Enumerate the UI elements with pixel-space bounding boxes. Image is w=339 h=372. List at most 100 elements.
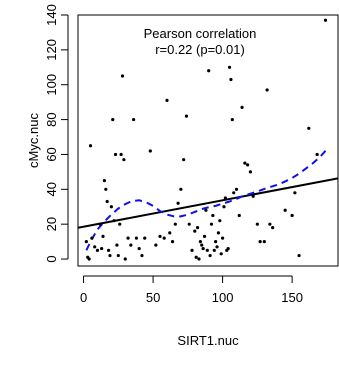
data-point — [209, 222, 214, 226]
data-point — [119, 152, 123, 157]
data-point — [93, 245, 97, 249]
data-point — [118, 222, 122, 226]
data-point — [223, 196, 227, 200]
data-point — [101, 234, 105, 238]
x-tick-label: 100 — [212, 290, 234, 305]
data-point — [200, 243, 204, 247]
data-point — [227, 65, 232, 69]
data-point — [173, 222, 177, 226]
data-point — [197, 257, 201, 261]
data-point — [158, 234, 162, 238]
data-point — [240, 105, 244, 109]
data-point — [255, 222, 259, 226]
data-point — [207, 69, 211, 73]
data-point — [271, 226, 275, 230]
data-point — [201, 246, 205, 251]
data-point — [262, 239, 266, 244]
data-point — [237, 213, 241, 218]
data-point — [112, 219, 116, 223]
data-point — [232, 191, 236, 195]
data-point — [98, 222, 102, 226]
annotation-line-1: Pearson correlation — [144, 26, 257, 41]
plot-frame — [77, 14, 339, 267]
data-point — [137, 246, 141, 251]
data-point — [100, 246, 104, 251]
data-point — [132, 117, 136, 122]
data-point — [222, 205, 226, 209]
data-point — [95, 248, 100, 252]
data-point — [307, 126, 311, 130]
data-point — [176, 201, 180, 205]
data-point — [265, 88, 269, 92]
y-axis-label: cMyc.nuc — [26, 113, 41, 168]
smooth-fit-line — [85, 148, 328, 251]
data-point — [104, 187, 108, 191]
data-point — [148, 149, 152, 153]
y-tick-label: 100 — [44, 74, 59, 96]
x-axis-label: SIRT1.nuc — [177, 333, 239, 348]
data-point — [219, 252, 223, 256]
data-point — [165, 98, 169, 103]
data-point — [215, 245, 219, 249]
data-point — [108, 253, 112, 258]
data-point — [140, 253, 144, 258]
data-point — [243, 161, 247, 165]
data-point — [194, 255, 198, 259]
data-point — [109, 205, 113, 209]
series-layer — [78, 148, 338, 251]
data-point — [230, 117, 234, 122]
data-point — [113, 152, 118, 157]
x-tick-label: 0 — [80, 290, 87, 305]
data-point — [105, 199, 109, 204]
y-tick-label: 40 — [44, 182, 59, 196]
y-tick-label: 20 — [44, 217, 59, 231]
data-point — [204, 208, 208, 212]
regression-line — [78, 177, 338, 229]
data-point — [248, 170, 253, 174]
data-point — [190, 248, 194, 252]
y-tick-label: 120 — [44, 39, 59, 61]
data-point — [168, 231, 172, 235]
data-point — [212, 248, 216, 252]
x-tick-label: 150 — [281, 290, 303, 305]
annotation-line-2: r=0.22 (p=0.01) — [155, 42, 245, 57]
data-point — [184, 114, 189, 118]
data-point — [323, 18, 328, 22]
data-point — [290, 213, 294, 218]
data-point — [268, 222, 272, 226]
data-point — [111, 117, 115, 122]
data-point — [198, 239, 202, 244]
data-point — [226, 246, 230, 251]
data-point — [126, 236, 130, 240]
y-axis: 0 20 40 60 80 100 120 140 — [44, 4, 69, 263]
y-tick-label: 0 — [44, 255, 59, 262]
data-point — [170, 239, 175, 244]
data-point — [297, 253, 301, 258]
data-point — [90, 236, 94, 240]
data-point — [234, 187, 239, 191]
data-point — [122, 158, 126, 162]
y-tick-label: 140 — [44, 4, 59, 26]
data-point — [120, 74, 125, 78]
data-point — [143, 236, 147, 240]
data-point — [205, 248, 209, 252]
data-point — [116, 253, 120, 258]
y-tick-label: 60 — [44, 147, 59, 161]
data-point — [187, 222, 191, 226]
data-point — [102, 178, 107, 183]
data-point — [193, 229, 197, 233]
data-point — [251, 194, 255, 198]
data-point — [154, 243, 158, 247]
data-point — [84, 239, 88, 244]
data-point — [258, 239, 262, 244]
data-point — [88, 144, 93, 148]
y-ticks: 0 20 40 60 80 100 120 140 — [44, 4, 68, 263]
data-point — [283, 208, 287, 212]
data-point — [106, 248, 111, 252]
x-axis: 0 50 100 150 — [80, 275, 303, 305]
data-point — [216, 231, 221, 235]
data-point — [214, 239, 218, 244]
data-point — [246, 163, 250, 167]
data-point — [129, 243, 133, 247]
